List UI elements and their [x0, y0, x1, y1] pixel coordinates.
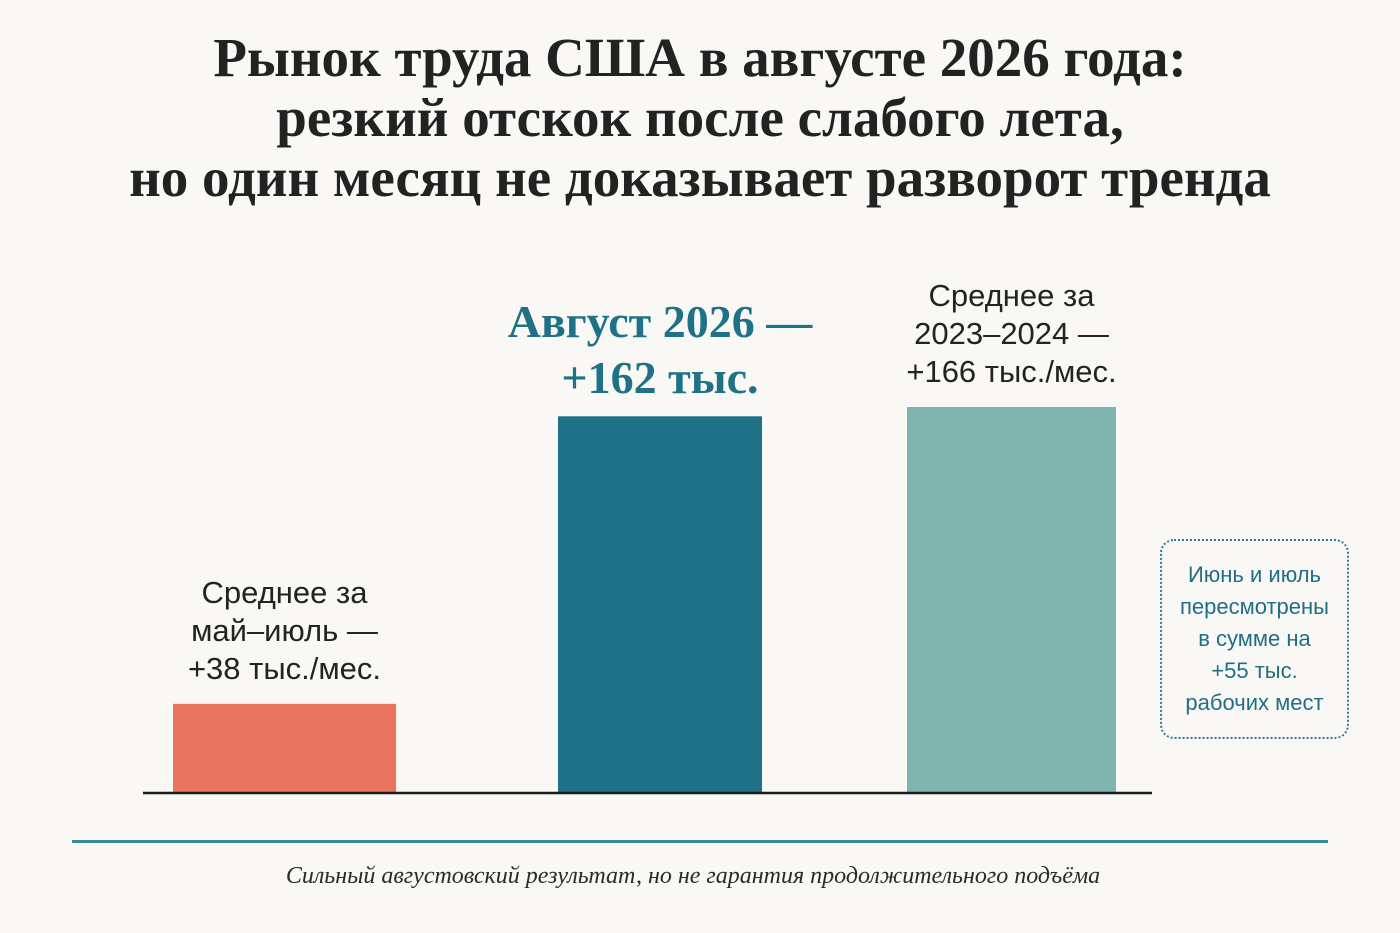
- bar-label-line: +162 тыс.: [561, 352, 759, 404]
- title-line: Рынок труда США в августе 2026 года:: [213, 27, 1187, 88]
- bar-label-line: Среднее за: [928, 278, 1095, 313]
- revision-note-text: Июнь и июль пересмотрены в сумме на +55 …: [1180, 559, 1329, 719]
- bar-label-august-2026: Август 2026 — +162 тыс.: [410, 294, 910, 406]
- note-line: в сумме на: [1198, 626, 1311, 651]
- bar-label-line: +38 тыс./мес.: [187, 650, 382, 686]
- title-line: резкий отскок после слабого лета,: [276, 87, 1124, 148]
- title-line: но один месяц не доказывает разворот тре…: [129, 147, 1271, 208]
- bar-label-2023-2024: Среднее за 2023–2024 — +166 тыс./мес.: [762, 277, 1262, 391]
- bar-label-may-july: Среднее за май–июль — +38 тыс./мес.: [35, 574, 535, 688]
- revision-note-box: Июнь и июль пересмотрены в сумме на +55 …: [1160, 539, 1349, 739]
- note-line: рабочих мест: [1185, 690, 1324, 715]
- bar-label-line: Среднее за: [201, 574, 368, 610]
- bar-august-2026: [558, 416, 762, 792]
- bar-label-line: 2023–2024 —: [914, 316, 1109, 351]
- bar-label-line: Август 2026 —: [507, 296, 813, 348]
- note-line: +55 тыс.: [1211, 658, 1298, 683]
- footer-divider: [72, 840, 1328, 843]
- footer-caption: Сильный августовский результат, но не га…: [285, 863, 1101, 889]
- bar-label-line: май–июль —: [191, 612, 378, 648]
- note-line: пересмотрены: [1179, 594, 1329, 619]
- bar-may-july: [173, 703, 396, 792]
- bar-label-line: +166 тыс./мес.: [906, 354, 1117, 389]
- note-line: Июнь и июль: [1187, 562, 1322, 587]
- bar-2023-2024: [907, 407, 1116, 792]
- chart-title: Рынок труда США в августе 2026 года: рез…: [0, 28, 1400, 208]
